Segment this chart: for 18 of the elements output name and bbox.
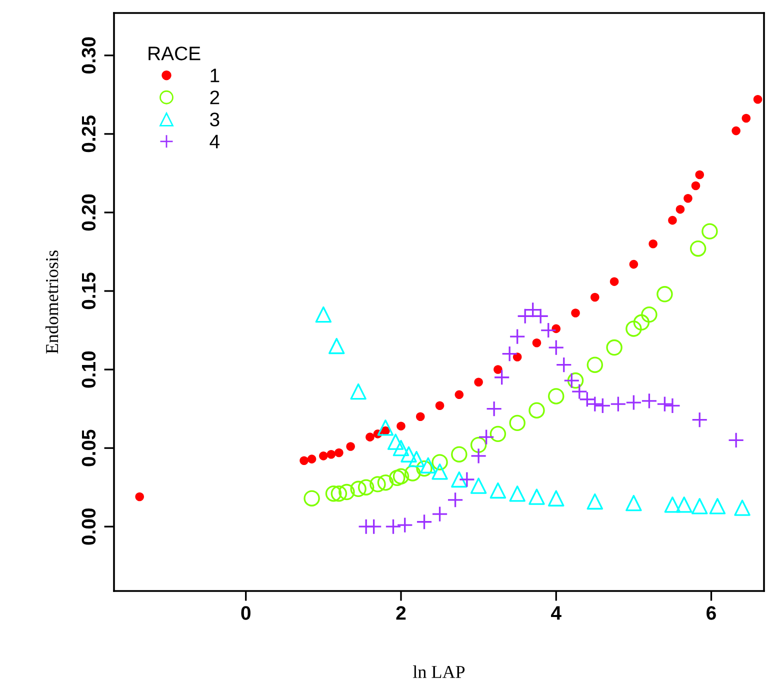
- y-axis-title: Endometriosis: [45, 250, 58, 354]
- y-tick-label: 0.30: [82, 37, 96, 74]
- y-tick-label: 0.15: [82, 272, 96, 310]
- x-tick-label: 6: [706, 606, 716, 620]
- x-tick-label: 2: [396, 606, 406, 620]
- y-tick-label: 0.25: [82, 116, 96, 152]
- legend-label: 2: [210, 90, 220, 104]
- x-axis-title: ln LAP: [413, 665, 465, 678]
- y-tick-label: 0.20: [82, 194, 96, 231]
- x-tick-label: 4: [551, 606, 562, 620]
- y-tick-label: 0.00: [82, 508, 96, 545]
- x-tick-label: 0: [241, 606, 250, 620]
- y-tick-label: 0.05: [82, 430, 96, 466]
- legend-title: RACE: [148, 46, 200, 60]
- y-tick-label: 0.10: [82, 351, 96, 388]
- legend-label: 1: [210, 68, 220, 82]
- legend-label: 3: [210, 112, 220, 126]
- legend-label: 4: [210, 134, 220, 148]
